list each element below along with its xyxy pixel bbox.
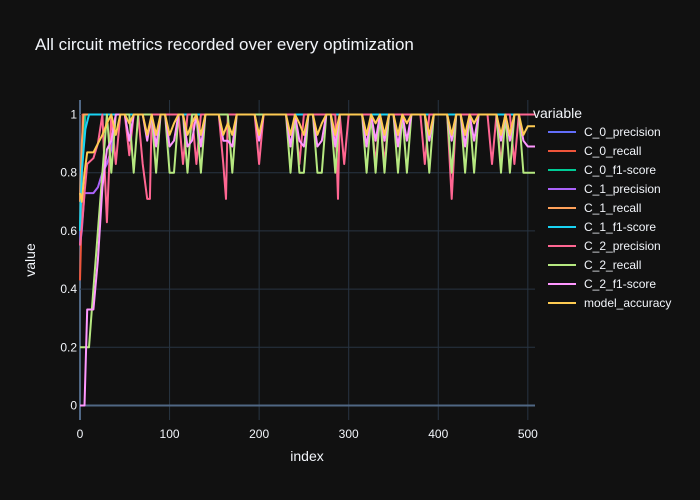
legend-label: C_1_recall [584,201,641,215]
legend-label: C_2_recall [584,258,641,272]
series-line-model-accuracy[interactable] [79,113,535,203]
tick-layer: 0 100 200 300 400 500 0 0.2 0.4 0.6 0.8 1 [60,108,538,441]
legend-label: C_1_precision [584,182,661,196]
legend-label: C_2_f1-score [584,277,656,291]
y-tick-label: 0 [70,398,77,412]
legend-label: C_1_f1-score [584,220,656,234]
legend-item[interactable]: C_2_precision [548,239,661,253]
grid-layer [79,100,535,420]
y-axis-title: value [22,243,38,277]
legend-label: C_0_precision [584,125,661,139]
legend-item[interactable]: C_1_recall [548,201,641,215]
y-tick-label: 0.6 [60,224,77,238]
x-tick-label: 500 [518,427,538,441]
y-tick-label: 0.4 [60,282,77,296]
legend-label: C_2_precision [584,239,661,253]
legend[interactable]: variable C_0_precision C_0_recall C_0_f1-s… [533,105,671,310]
y-tick-label: 0.2 [60,340,77,354]
legend-label: C_0_recall [584,144,641,158]
x-tick-label: 300 [339,427,359,441]
x-tick-label: 0 [77,427,84,441]
legend-item[interactable]: C_1_f1-score [548,220,656,234]
legend-item[interactable]: C_2_f1-score [548,277,656,291]
legend-label: model_accuracy [584,296,671,310]
legend-item[interactable]: C_0_precision [548,125,661,139]
legend-item[interactable]: C_2_recall [548,258,641,272]
legend-item[interactable]: C_0_f1-score [548,163,656,177]
series-layer [79,113,535,407]
chart-title: All circuit metrics recorded over every … [35,35,414,54]
x-tick-label: 200 [249,427,269,441]
legend-label: C_0_f1-score [584,163,656,177]
legend-item[interactable]: C_0_recall [548,144,641,158]
series-line-c-1-f1-score[interactable] [79,113,535,231]
x-axis-title: index [290,448,323,464]
x-tick-label: 100 [160,427,180,441]
legend-item[interactable]: C_1_precision [548,182,661,196]
legend-items[interactable]: C_0_precision C_0_recall C_0_f1-score C_1_p… [548,125,671,310]
legend-item[interactable]: model_accuracy [548,296,671,310]
legend-title: variable [533,105,582,121]
y-tick-label: 0.8 [60,166,77,180]
x-tick-label: 400 [428,427,448,441]
y-tick-label: 1 [70,108,77,122]
